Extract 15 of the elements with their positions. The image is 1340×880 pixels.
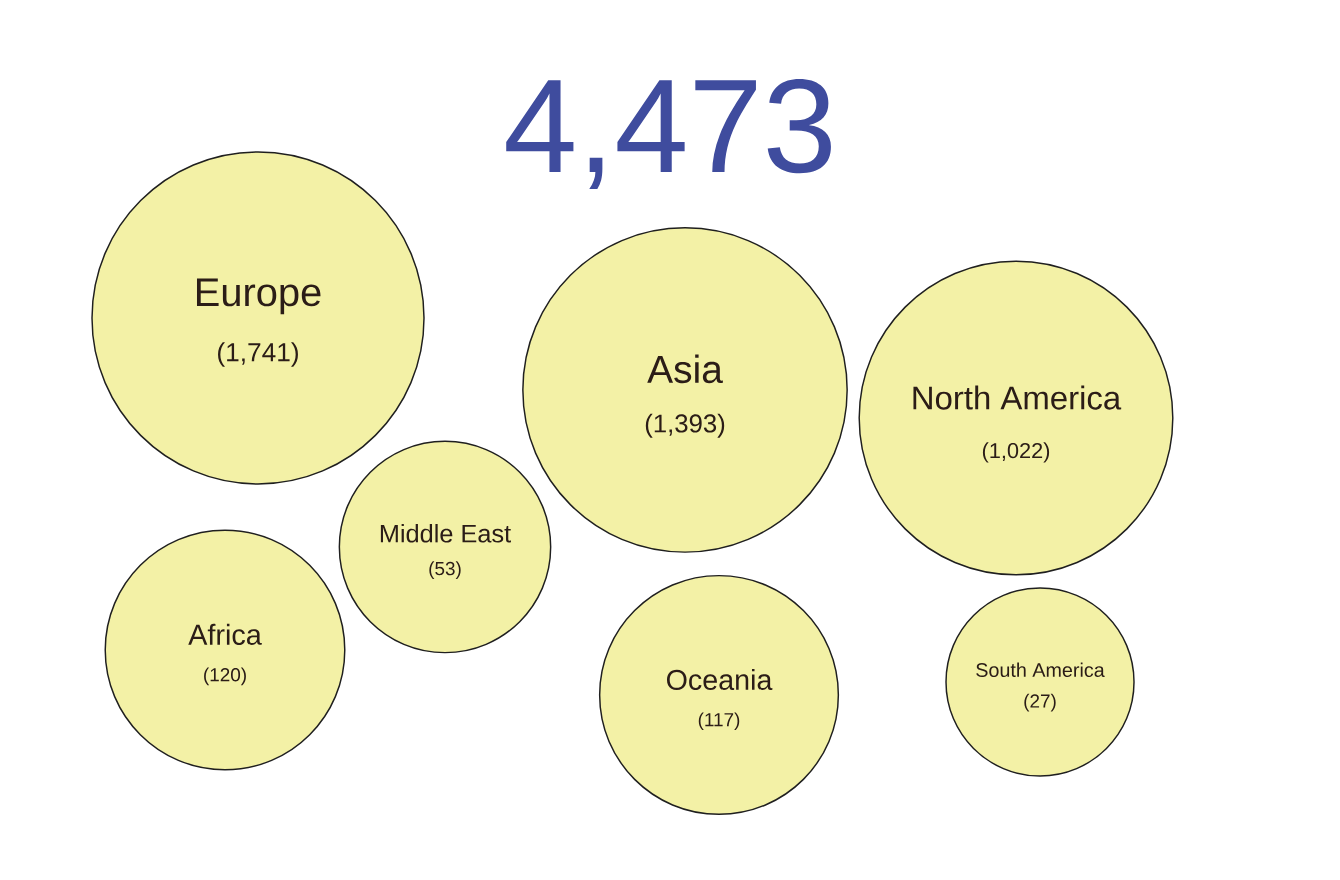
category-label: Asia [647, 354, 723, 384]
category-label: North America [913, 385, 1122, 410]
data-label: (1,393) [645, 413, 725, 438]
category-label: Africa [188, 623, 262, 645]
category-label: South America [976, 662, 1105, 678]
data-label: (53) [429, 561, 461, 579]
data-label: (1,022) [982, 442, 1050, 463]
data-label: (120) [204, 667, 246, 686]
data-label: (117) [698, 712, 740, 731]
data-label: (27) [1024, 693, 1056, 712]
text: 4,473 [506, 78, 831, 190]
category-label: Middle East [380, 523, 511, 543]
category-label: Oceania [666, 668, 773, 690]
data-label: (1,741) [218, 342, 298, 367]
category-label: Europe [196, 278, 321, 315]
